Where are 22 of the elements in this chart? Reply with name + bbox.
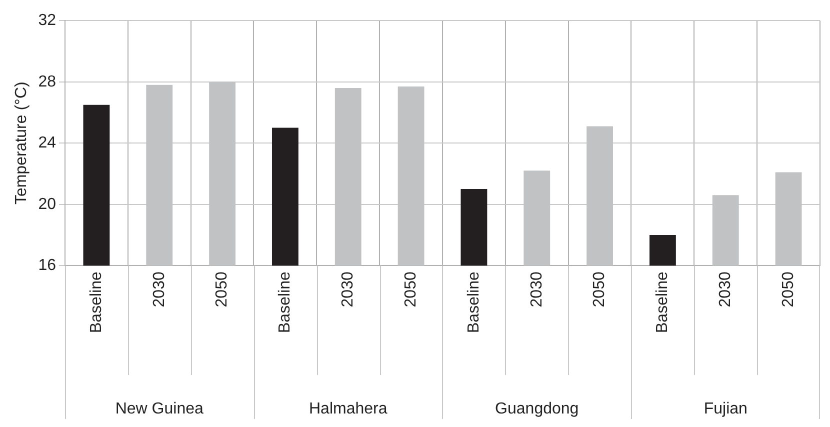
y-tick-label: 28 (38, 73, 56, 90)
x-tick-label: 2030 (528, 272, 546, 308)
x-tick-label: 2050 (591, 272, 608, 308)
x-tick-label: 2050 (402, 272, 420, 308)
text: Halmahera (308, 400, 388, 418)
y-tick-label: 20 (38, 196, 56, 213)
x-tick-label: 2030 (340, 272, 357, 308)
y-tick-label: 16 (38, 257, 56, 274)
text: Fujian (704, 400, 748, 418)
x-tick-label: Baseline (276, 272, 294, 333)
x-tick-label: Baseline (465, 272, 482, 333)
x-tick-label: 2030 (717, 272, 734, 308)
text: New Guinea (115, 400, 204, 418)
x-tick-label: Baseline (654, 272, 672, 333)
x-tick-label: 2050 (780, 272, 797, 308)
x-tick-label: 2050 (214, 272, 231, 308)
y-tick-label: 32 (38, 12, 56, 30)
x-tick-label: 2030 (150, 272, 168, 308)
text: Guangdong (495, 400, 579, 418)
y-axis-title: Temperature (°C) (13, 82, 30, 205)
x-tick-label: Baseline (88, 272, 105, 333)
y-tick-label: 24 (38, 134, 56, 152)
